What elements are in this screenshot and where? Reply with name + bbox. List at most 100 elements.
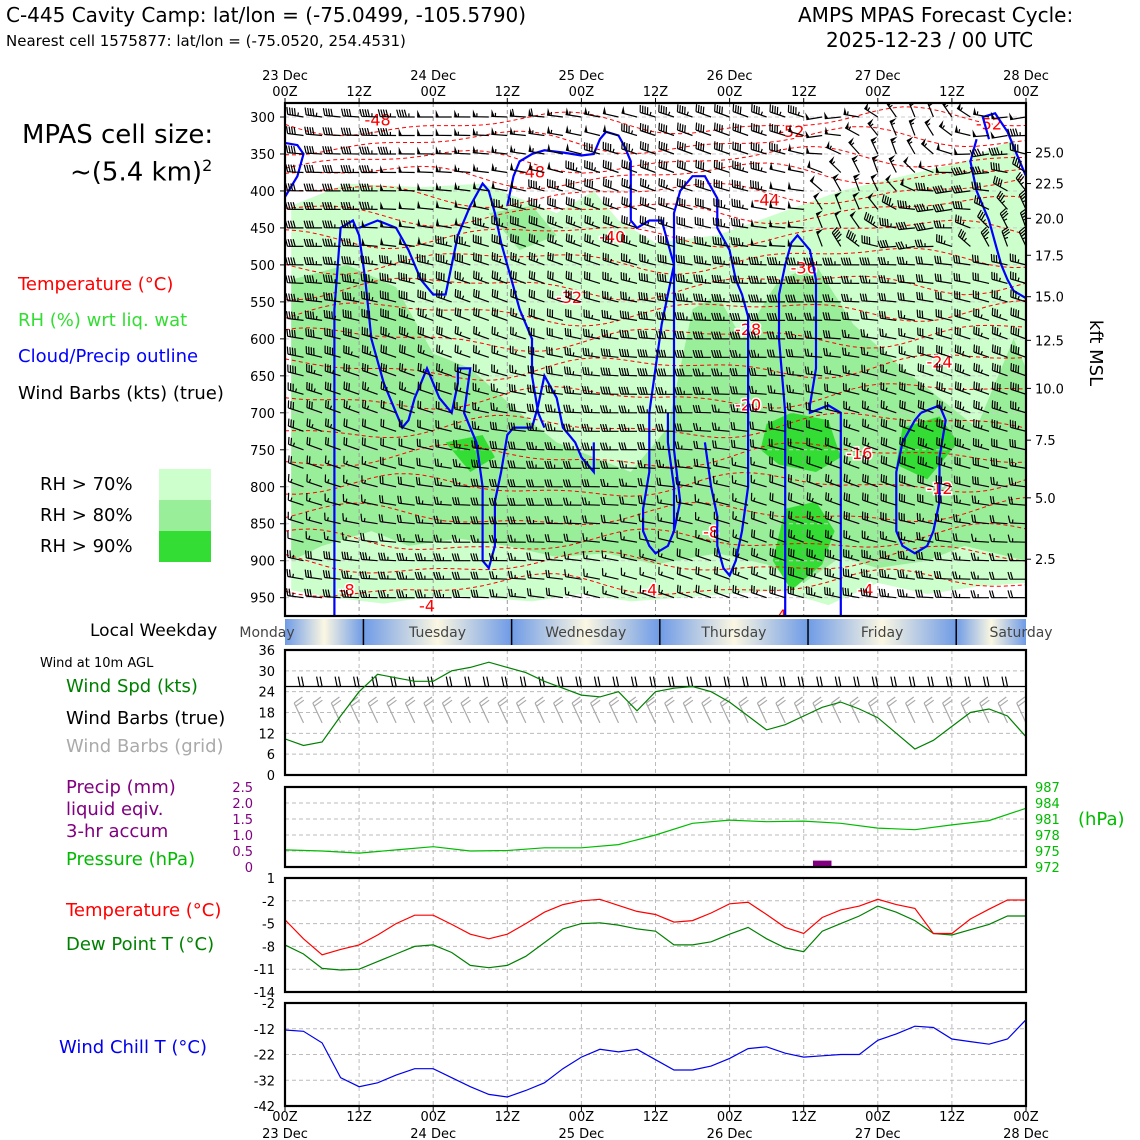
wind-barb xyxy=(454,149,471,155)
wind-barb xyxy=(565,111,582,118)
wind-barb xyxy=(306,400,323,414)
wind-barb xyxy=(805,384,823,395)
wind-barb-pennant xyxy=(417,146,421,154)
wind-barb xyxy=(822,294,841,303)
wind-barb xyxy=(712,217,730,229)
wind-barb xyxy=(935,494,953,506)
wind-barb xyxy=(991,307,1008,321)
wind-barb xyxy=(378,514,397,525)
wind-barb xyxy=(711,386,730,395)
top-date-label: 24 Dec xyxy=(410,69,456,84)
wind-barb xyxy=(599,442,619,451)
wind-barb xyxy=(581,515,600,525)
wind-barb xyxy=(621,159,638,174)
wind-barb xyxy=(843,437,860,451)
wind-barb-pennant xyxy=(454,127,458,136)
wind-barb xyxy=(491,187,508,192)
wind-barb xyxy=(528,130,545,137)
wind-barb xyxy=(656,495,675,506)
wind-speed-tick-label: 24 xyxy=(258,686,275,701)
wind-barb xyxy=(361,363,378,377)
wind-chill-line xyxy=(285,1019,1026,1098)
wind-barb xyxy=(303,183,323,192)
wind-barb xyxy=(546,327,564,340)
rh90-region xyxy=(760,412,841,472)
bottom-date-label: 25 Dec xyxy=(558,1127,604,1140)
wind-barb xyxy=(397,476,415,488)
wind-barb xyxy=(988,590,1008,599)
wind-barb xyxy=(510,233,526,247)
wind-barb xyxy=(695,584,712,599)
wind-barb xyxy=(619,514,638,525)
wind-barb xyxy=(509,197,526,210)
wind-barb xyxy=(286,549,304,562)
pressure-tick-label: 500 xyxy=(250,259,275,274)
wind-barb xyxy=(899,418,916,432)
wind-barb xyxy=(433,515,452,525)
wind-barb xyxy=(303,202,323,210)
wind-barb-pennant xyxy=(454,181,458,190)
wind-barb-pennant xyxy=(832,173,840,180)
wind-barb xyxy=(451,534,471,543)
wind-barb xyxy=(674,368,693,377)
wind-barb-pennant xyxy=(435,109,440,117)
wind-barb xyxy=(950,166,971,176)
wind-barb xyxy=(806,567,823,580)
wind-barb xyxy=(528,197,545,210)
wind-barb xyxy=(303,145,323,155)
wind-barb xyxy=(306,455,323,469)
wind-barb xyxy=(806,419,823,432)
pressure-tick-label: 987 xyxy=(1035,781,1060,796)
wind-barb xyxy=(732,141,749,155)
temperature-contour-label: -52 xyxy=(778,122,804,141)
wind-barb xyxy=(601,568,619,580)
wind-barb xyxy=(750,180,767,192)
wind-barb xyxy=(769,585,786,599)
wind-barb xyxy=(472,113,489,118)
wind-barb xyxy=(286,328,304,340)
wind-barb xyxy=(377,571,397,580)
wind-barb xyxy=(507,479,526,488)
wind-barb xyxy=(879,346,897,358)
wind-barb xyxy=(934,532,952,543)
wind-barb xyxy=(417,325,434,340)
wind-barb xyxy=(806,529,823,543)
wind-barb xyxy=(584,131,601,137)
wind-barb xyxy=(692,386,712,395)
wind-barb xyxy=(322,570,341,580)
wind-barb xyxy=(787,474,804,488)
wind-barb xyxy=(657,513,675,525)
wind-barb xyxy=(842,568,860,580)
wind-barb xyxy=(1010,400,1026,414)
weekday-name: Saturday xyxy=(990,625,1053,641)
wind-barb xyxy=(602,585,619,599)
wind-barb xyxy=(306,418,323,432)
wind-barb xyxy=(730,421,749,432)
wind-barb xyxy=(748,256,767,266)
wind-barb xyxy=(988,147,1008,156)
wind-barb xyxy=(861,364,878,377)
wind-barb xyxy=(562,442,582,451)
wind-barb xyxy=(766,294,786,303)
wind-barb xyxy=(638,531,656,543)
wind-barb xyxy=(828,160,842,173)
wind-barb xyxy=(970,590,990,599)
wind-barb xyxy=(695,512,712,525)
wind-barb xyxy=(600,367,619,377)
wind-barb xyxy=(769,529,786,543)
wind-barb xyxy=(879,550,897,562)
wind-barb xyxy=(343,327,360,340)
precip-label-2: liquid eqiv. xyxy=(66,799,164,820)
wind-barb xyxy=(322,146,341,155)
wind-barb xyxy=(713,179,730,192)
wind-barb-pennant xyxy=(787,219,792,228)
wind-barb-grid xyxy=(460,696,471,724)
wind-barb xyxy=(803,312,823,321)
wind-barb xyxy=(879,217,897,229)
wind-barb xyxy=(546,346,564,358)
wind-barb xyxy=(676,197,693,210)
wind-barb xyxy=(564,327,582,340)
wind-barb xyxy=(433,496,452,506)
wind-barb xyxy=(730,256,749,266)
wind-barb xyxy=(584,252,601,266)
